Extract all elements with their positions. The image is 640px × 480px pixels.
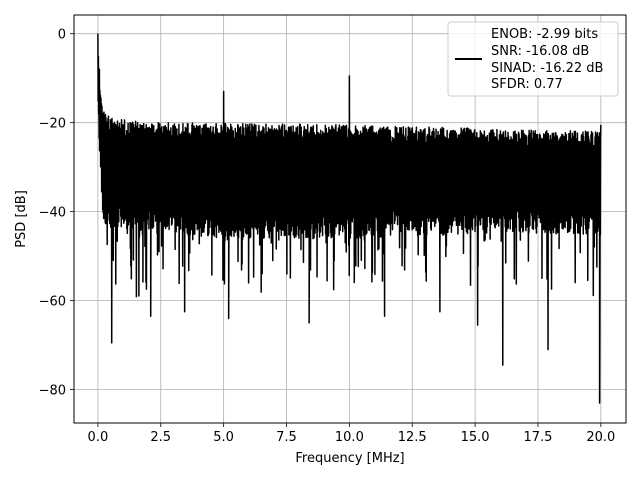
plot-frame <box>73 14 627 424</box>
x-tick-label: 10.0 <box>335 430 364 445</box>
y-tick-label: 0 <box>58 28 66 43</box>
legend-text-enob: ENOB: -2.99 bits <box>491 27 598 42</box>
y-tick-label: −40 <box>39 206 66 221</box>
x-tick-label: 17.5 <box>524 430 553 445</box>
x-tick-label: 15.0 <box>461 430 490 445</box>
x-tick-label: 2.5 <box>150 430 171 445</box>
legend-text-sinad: SINAD: -16.22 dB <box>491 61 603 76</box>
psd-line <box>97 33 602 404</box>
x-tick-label: 20.0 <box>586 430 615 445</box>
legend-text-sfdr: SFDR: 0.77 <box>491 77 563 92</box>
series-psd <box>97 33 602 404</box>
y-axis-label: PSD [dB] <box>14 190 29 248</box>
x-axis-label: Frequency [MHz] <box>295 451 404 466</box>
x-tick-label: 0.0 <box>88 430 109 445</box>
x-tick-label: 7.5 <box>276 430 297 445</box>
x-tick-label: 5.0 <box>213 430 234 445</box>
y-tick-label: −60 <box>39 295 66 310</box>
legend-text-snr: SNR: -16.08 dB <box>491 44 589 59</box>
legend-box <box>447 21 619 97</box>
x-axis: 0.0 2.5 5.0 7.5 10.0 12.5 15.0 17.5 20.0 <box>88 423 615 445</box>
legend: ENOB: -2.99 bits SNR: -16.08 dB SINAD: -… <box>447 21 619 97</box>
y-tick-label: −20 <box>39 117 66 132</box>
y-axis: 0 −20 −40 −60 −80 <box>39 28 74 399</box>
x-tick-label: 12.5 <box>398 430 427 445</box>
y-tick-label: −80 <box>39 384 66 399</box>
